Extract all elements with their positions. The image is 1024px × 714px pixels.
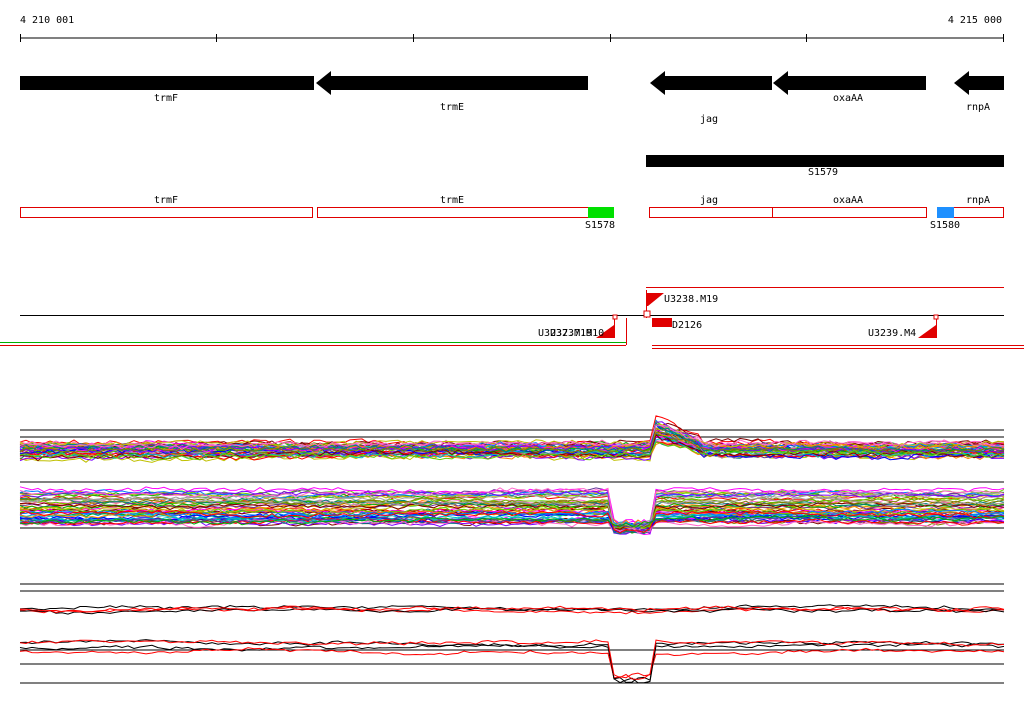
profile-curve-c0	[19, 642, 1005, 684]
gene-track: trmF trmE jag oxaAA rnpA	[20, 71, 1004, 125]
transcript-track: S1579	[646, 155, 1004, 178]
annotation-label-trmE: trmE	[440, 195, 464, 206]
promoter-label-U3237.M10: U3237.M10	[550, 328, 604, 339]
segment-label-S1580: S1580	[930, 220, 960, 231]
gene-arrow-jag[interactable]	[650, 71, 772, 95]
profile-curve-44	[19, 441, 1005, 461]
gene-label-rnpA: rnpA	[966, 102, 990, 113]
promoter-track: U3238.M19 U3237.M19 U3237.M10 D2126 U323…	[0, 287, 1024, 349]
profile-curve-37	[19, 504, 1005, 530]
ruler-start-label: 4 210 001	[20, 15, 74, 26]
annotation-label-jag: jag	[700, 195, 718, 206]
annotation-label-rnpA: rnpA	[966, 195, 990, 206]
annotation-box-trmF[interactable]	[20, 207, 313, 218]
profile-curve-c1	[19, 647, 1005, 679]
terminator-label-D2126: D2126	[672, 320, 702, 331]
expression-profile-middle	[19, 481, 1005, 536]
gene-arrow-trmF[interactable]	[20, 76, 314, 90]
profile-curve-49	[19, 515, 1005, 527]
promoter-label-U3238.M19: U3238.M19	[664, 294, 718, 305]
profile-curve-39	[19, 489, 1005, 535]
profile-curve-c3	[19, 639, 1005, 680]
profile-curve-41	[19, 501, 1005, 530]
expression-profile-bottom	[19, 583, 1005, 684]
promoter-U3239.M4-flag[interactable]	[918, 325, 936, 338]
annotation-label-oxaAA: oxaAA	[833, 195, 863, 206]
profile-curve-36	[19, 514, 1005, 526]
profile-curve-b3	[19, 605, 1005, 614]
profile-curve-39	[19, 421, 1005, 455]
profile-curve-46	[19, 497, 1005, 529]
profile-curve-b1	[19, 605, 1005, 615]
expression-profile-top	[19, 415, 1005, 463]
gene-arrow-rnpA[interactable]	[954, 71, 1004, 95]
terminator-D2126[interactable]	[652, 318, 672, 327]
profile-curve-33	[19, 500, 1005, 528]
gene-arrow-trmE[interactable]	[316, 71, 588, 95]
promoter-U3237-flag[interactable]	[596, 325, 614, 338]
annotation-box-jag[interactable]	[649, 207, 773, 218]
profile-curve-43	[19, 487, 1005, 534]
annotation-track: trmF trmE jag oxaAA rnpA S1578 S1580	[20, 195, 1004, 231]
annotation-box-oxaAA[interactable]	[772, 207, 927, 218]
profile-curve-b0	[19, 604, 1005, 612]
coordinate-ruler: 4 210 001 4 215 000	[20, 15, 1004, 42]
profile-curve-42	[19, 496, 1005, 527]
gene-arrow-oxaAA[interactable]	[773, 71, 926, 95]
profile-curve-45	[19, 508, 1005, 527]
profile-curve-40	[19, 421, 1005, 455]
profile-curve-b2	[20, 606, 1005, 615]
profile-curve-25	[19, 506, 1005, 531]
transcript-S1579[interactable]	[646, 155, 1004, 167]
promoter-label-U3239.M4: U3239.M4	[868, 328, 916, 339]
profile-curve-c2	[19, 639, 1005, 683]
gene-label-oxaAA: oxaAA	[833, 93, 863, 104]
segment-label-S1578: S1578	[585, 220, 615, 231]
promoter-U3238.M19-flag[interactable]	[646, 293, 664, 306]
gene-label-trmF: trmF	[154, 93, 178, 104]
transcript-label-S1579: S1579	[808, 167, 838, 178]
gene-label-trmE: trmE	[440, 102, 464, 113]
profile-curve-48	[19, 509, 1005, 534]
annotation-box-trmE[interactable]	[317, 207, 614, 218]
promoter-label-U3237.M19: U3237.M19	[538, 328, 592, 339]
segment-S1580[interactable]	[937, 207, 954, 218]
gene-label-jag: jag	[700, 114, 718, 125]
profile-curve-22	[19, 441, 1005, 460]
profile-curve-47	[19, 514, 1005, 528]
profile-curve-21	[19, 490, 1005, 534]
profile-curve-37	[19, 423, 1005, 449]
profile-curve-43	[19, 424, 1005, 450]
profile-curve-20	[19, 512, 1005, 532]
segment-S1578[interactable]	[588, 207, 614, 218]
profile-curve-42	[19, 431, 1005, 455]
annotation-label-trmF: trmF	[154, 195, 178, 206]
ruler-end-label: 4 215 000	[948, 15, 1002, 26]
